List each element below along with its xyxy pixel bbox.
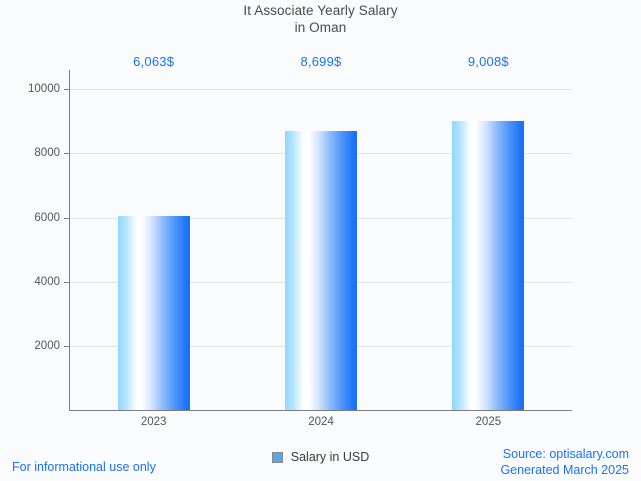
legend-swatch-icon bbox=[271, 451, 283, 463]
chart-title-line-2: in Oman bbox=[294, 20, 347, 35]
footer-disclaimer: For informational use only bbox=[12, 460, 156, 474]
plot-area bbox=[70, 70, 572, 410]
y-axis-tick-label: 6000 bbox=[34, 211, 60, 224]
bar-2023[interactable] bbox=[117, 215, 190, 410]
gridline bbox=[70, 89, 572, 91]
x-axis-label-2024: 2024 bbox=[308, 416, 334, 428]
value-label-2025: 9,008$ bbox=[467, 54, 509, 69]
footer-generated-line: Generated March 2025 bbox=[500, 463, 629, 477]
y-axis-tick bbox=[64, 217, 70, 219]
y-axis-tick bbox=[64, 345, 70, 347]
y-axis-tick-label: 2000 bbox=[34, 339, 60, 352]
bar-2024[interactable] bbox=[285, 130, 357, 410]
legend-label: Salary in USD bbox=[290, 450, 370, 464]
chart-title: It Associate Yearly Salary in Oman bbox=[0, 2, 641, 36]
y-axis-tick bbox=[64, 281, 70, 283]
value-label-2023: 6,063$ bbox=[133, 54, 175, 69]
y-axis-tick bbox=[64, 89, 70, 91]
chart-title-line-1: It Associate Yearly Salary bbox=[243, 3, 398, 18]
y-axis-tick-label: 10000 bbox=[28, 83, 60, 96]
y-axis-tick bbox=[64, 153, 70, 155]
value-label-2024: 8,699$ bbox=[300, 54, 342, 69]
footer-source-line: Source: optisalary.com bbox=[502, 447, 629, 461]
x-axis-line bbox=[69, 410, 572, 411]
y-axis-tick-label: 4000 bbox=[34, 275, 60, 288]
footer-source: Source: optisalary.com Generated March 2… bbox=[500, 446, 629, 478]
bar-2025[interactable] bbox=[452, 121, 525, 410]
chart-legend: Salary in USD bbox=[0, 450, 641, 464]
x-axis-label-2023: 2023 bbox=[140, 416, 167, 428]
legend-item-salary[interactable]: Salary in USD bbox=[271, 450, 370, 464]
x-axis-label-2025: 2025 bbox=[475, 416, 502, 428]
y-axis-tick-label: 8000 bbox=[34, 147, 60, 160]
y-axis-line bbox=[69, 70, 70, 411]
